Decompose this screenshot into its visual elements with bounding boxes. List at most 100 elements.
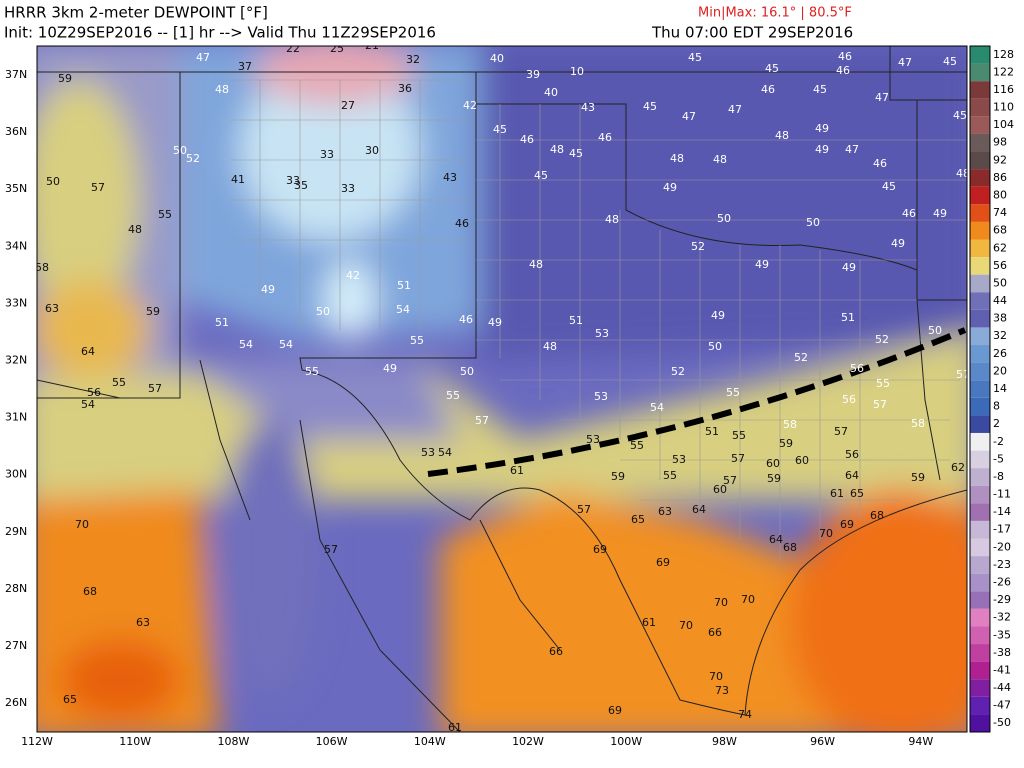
station-value: 69: [656, 556, 670, 569]
longitude-label: 102W: [512, 735, 544, 748]
station-value: 51: [397, 279, 411, 292]
station-value: 49: [815, 122, 829, 135]
station-value: 46: [873, 157, 887, 170]
colorbar-cell: [970, 415, 990, 433]
station-value: 49: [261, 283, 275, 296]
latitude-label: 27N: [5, 639, 27, 652]
colorbar-label: 74: [993, 206, 1007, 219]
station-value: 64: [845, 469, 859, 482]
station-value: 30: [365, 144, 379, 157]
station-value: 36: [398, 82, 412, 95]
station-value: 56: [842, 393, 856, 406]
station-value: 45: [534, 169, 548, 182]
station-value: 68: [783, 541, 797, 554]
station-value: 58: [783, 418, 797, 431]
station-value: 68: [83, 585, 97, 598]
init-time: Init: 10Z29SEP2016 -- [1] hr --> Valid T…: [4, 24, 436, 42]
station-value: 54: [438, 446, 452, 459]
colorbar-cell: [970, 485, 990, 504]
station-value: 70: [741, 593, 755, 606]
colorbar-cell: [970, 63, 990, 82]
station-value: 42: [463, 99, 477, 112]
colorbar-label: 98: [993, 136, 1007, 149]
station-value: 45: [688, 51, 702, 64]
latitude-label: 31N: [5, 411, 27, 424]
colorbar-label: -2: [993, 435, 1004, 448]
station-value: 53: [594, 390, 608, 403]
station-value: 60: [795, 454, 809, 467]
station-value: 40: [490, 52, 504, 65]
colorbar-label: 38: [993, 312, 1007, 325]
latitude-label: 33N: [5, 296, 27, 309]
latitude-label: 28N: [5, 582, 27, 595]
colorbar-cell: [970, 661, 990, 680]
station-value: 47: [728, 103, 742, 116]
station-value: 32: [406, 53, 420, 66]
colorbar-label: 32: [993, 329, 1007, 342]
station-value: 46: [836, 64, 850, 77]
latitude-label: 34N: [5, 239, 27, 252]
station-value: 61: [448, 721, 462, 734]
station-value: 49: [755, 258, 769, 271]
station-value: 46: [598, 131, 612, 144]
colorbar-label: -47: [993, 699, 1011, 712]
valid-time: Thu 07:00 EDT 29SEP2016: [651, 24, 853, 42]
colorbar-cell: [970, 98, 990, 117]
longitude-labels: 112W 110W 108W 106W 104W 102W 100W 98W 96W 94W: [21, 735, 933, 748]
station-value: 50: [708, 340, 722, 353]
station-value: 70: [679, 619, 693, 632]
station-value: 68: [870, 509, 884, 522]
colorbar-cell: [970, 432, 990, 451]
latitude-label: 29N: [5, 525, 27, 538]
colorbar-label: 128: [993, 48, 1014, 61]
station-value: 70: [75, 518, 89, 531]
station-value: 50: [928, 324, 942, 337]
colorbar-label: -44: [993, 681, 1011, 694]
station-value: 52: [186, 152, 200, 165]
station-value: 57: [956, 368, 970, 381]
colorbar-label: 116: [993, 83, 1014, 96]
station-value: 21: [365, 39, 379, 52]
colorbar-label: -20: [993, 540, 1011, 553]
station-value: 55: [732, 429, 746, 442]
colorbar-label: 2: [993, 417, 1000, 430]
station-value: 66: [708, 626, 722, 639]
min-max: Min|Max: 16.1° | 80.5°F: [698, 6, 852, 21]
station-value: 65: [631, 513, 645, 526]
colorbar-cell: [970, 345, 990, 363]
longitude-label: 94W: [908, 735, 933, 748]
colorbar-label: 62: [993, 241, 1007, 254]
latitude-labels: 37N 36N 35N 34N 33N 32N 31N 30N 29N 28N 27N 26N: [5, 68, 27, 709]
latitude-label: 37N: [5, 68, 27, 81]
colorbar-label: 56: [993, 259, 1007, 272]
cold-front: [427, 327, 967, 477]
colorbar-label: -38: [993, 646, 1011, 659]
station-value: 54: [279, 338, 293, 351]
colorbar-cell: [970, 468, 990, 486]
station-value: 47: [845, 143, 859, 156]
station-value: 54: [81, 398, 95, 411]
station-value: 50: [316, 305, 330, 318]
station-value: 54: [396, 303, 410, 316]
longitude-label: 98W: [712, 735, 737, 748]
station-value: 40: [544, 86, 558, 99]
station-value: 56: [87, 386, 101, 399]
colorbar-label: -23: [993, 558, 1011, 571]
station-value: 57: [834, 425, 848, 438]
title: HRRR 3km 2-meter DEWPOINT [°F]: [4, 4, 268, 22]
station-value: 58: [35, 261, 49, 274]
colorbar-label: 122: [993, 65, 1014, 78]
longitude-label: 112W: [21, 735, 53, 748]
colorbar-cell: [970, 397, 990, 416]
latitude-label: 36N: [5, 125, 27, 138]
longitude-label: 106W: [316, 735, 348, 748]
station-value: 50: [173, 144, 187, 157]
station-value: 69: [840, 518, 854, 531]
colorbar-cell: [970, 133, 990, 152]
colorbar-label: 44: [993, 294, 1007, 307]
station-value: 62: [951, 461, 965, 474]
station-value: 25: [330, 42, 344, 55]
colorbar-cell: [970, 696, 990, 715]
station-value: 45: [569, 147, 583, 160]
